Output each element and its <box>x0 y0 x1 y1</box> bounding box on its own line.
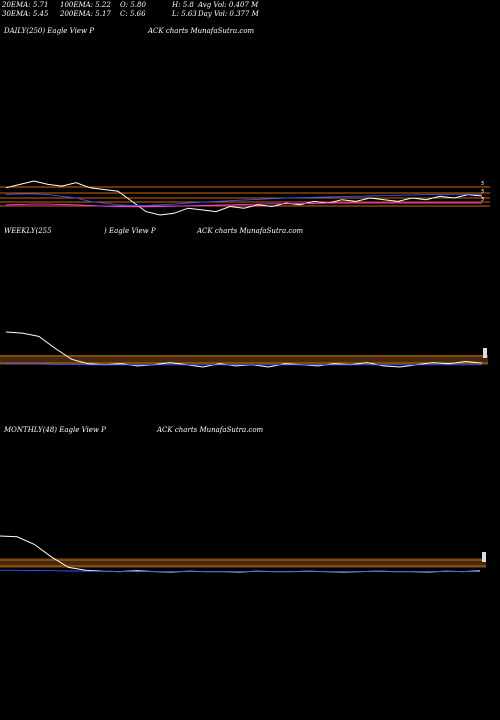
avg-vol-label: Avg Vol: 0.407 M <box>198 1 259 9</box>
weekly-price-tag <box>483 348 487 358</box>
day-vol-label: Day Vol: 0.377 M <box>198 10 259 18</box>
daily-price-tag: 5 <box>481 197 484 203</box>
open-label: O: 5.80 <box>120 1 146 9</box>
weekly-title-cont: ) Eagle View P <box>104 227 156 235</box>
monthly-volume-band <box>0 558 486 568</box>
monthly-series-line-1 <box>0 569 480 573</box>
daily-price-tag: 5 <box>481 189 484 195</box>
weekly-chart <box>0 331 488 368</box>
ema200-label: 200EMA: 5.17 <box>60 10 111 18</box>
daily-series-line-1 <box>5 193 482 206</box>
close-label: C: 5.66 <box>120 10 146 18</box>
daily-price-tag: 5 <box>481 181 484 187</box>
monthly-title: MONTHLY(48) Eagle View P <box>4 426 106 434</box>
ema100-label: 100EMA: 5.22 <box>60 1 111 9</box>
weekly-watermark: ACK charts MunafaSutra.com <box>197 227 304 235</box>
daily-title: DAILY(250) Eagle View P <box>4 27 94 35</box>
daily-chart: 5 5 5 <box>0 180 490 216</box>
low-label: L: 5.63 <box>172 10 197 18</box>
monthly-price-tag <box>482 552 486 562</box>
ema20-label: 20EMA: 5.71 <box>2 1 49 9</box>
ema30-label: 30EMA: 5.45 <box>2 10 49 18</box>
monthly-chart <box>0 535 486 573</box>
daily-watermark: ACK charts MunafaSutra.com <box>148 27 255 35</box>
high-label: H: 5.8 <box>172 1 194 9</box>
weekly-title: WEEKLY(255 <box>4 227 52 235</box>
daily-series-line-0 <box>5 180 483 216</box>
monthly-watermark: ACK charts MunafaSutra.com <box>157 426 264 434</box>
daily-series-line-2 <box>5 202 482 208</box>
weekly-series-line-1 <box>6 363 482 366</box>
weekly-series-line-0 <box>5 331 483 368</box>
weekly-volume-band <box>0 355 488 365</box>
